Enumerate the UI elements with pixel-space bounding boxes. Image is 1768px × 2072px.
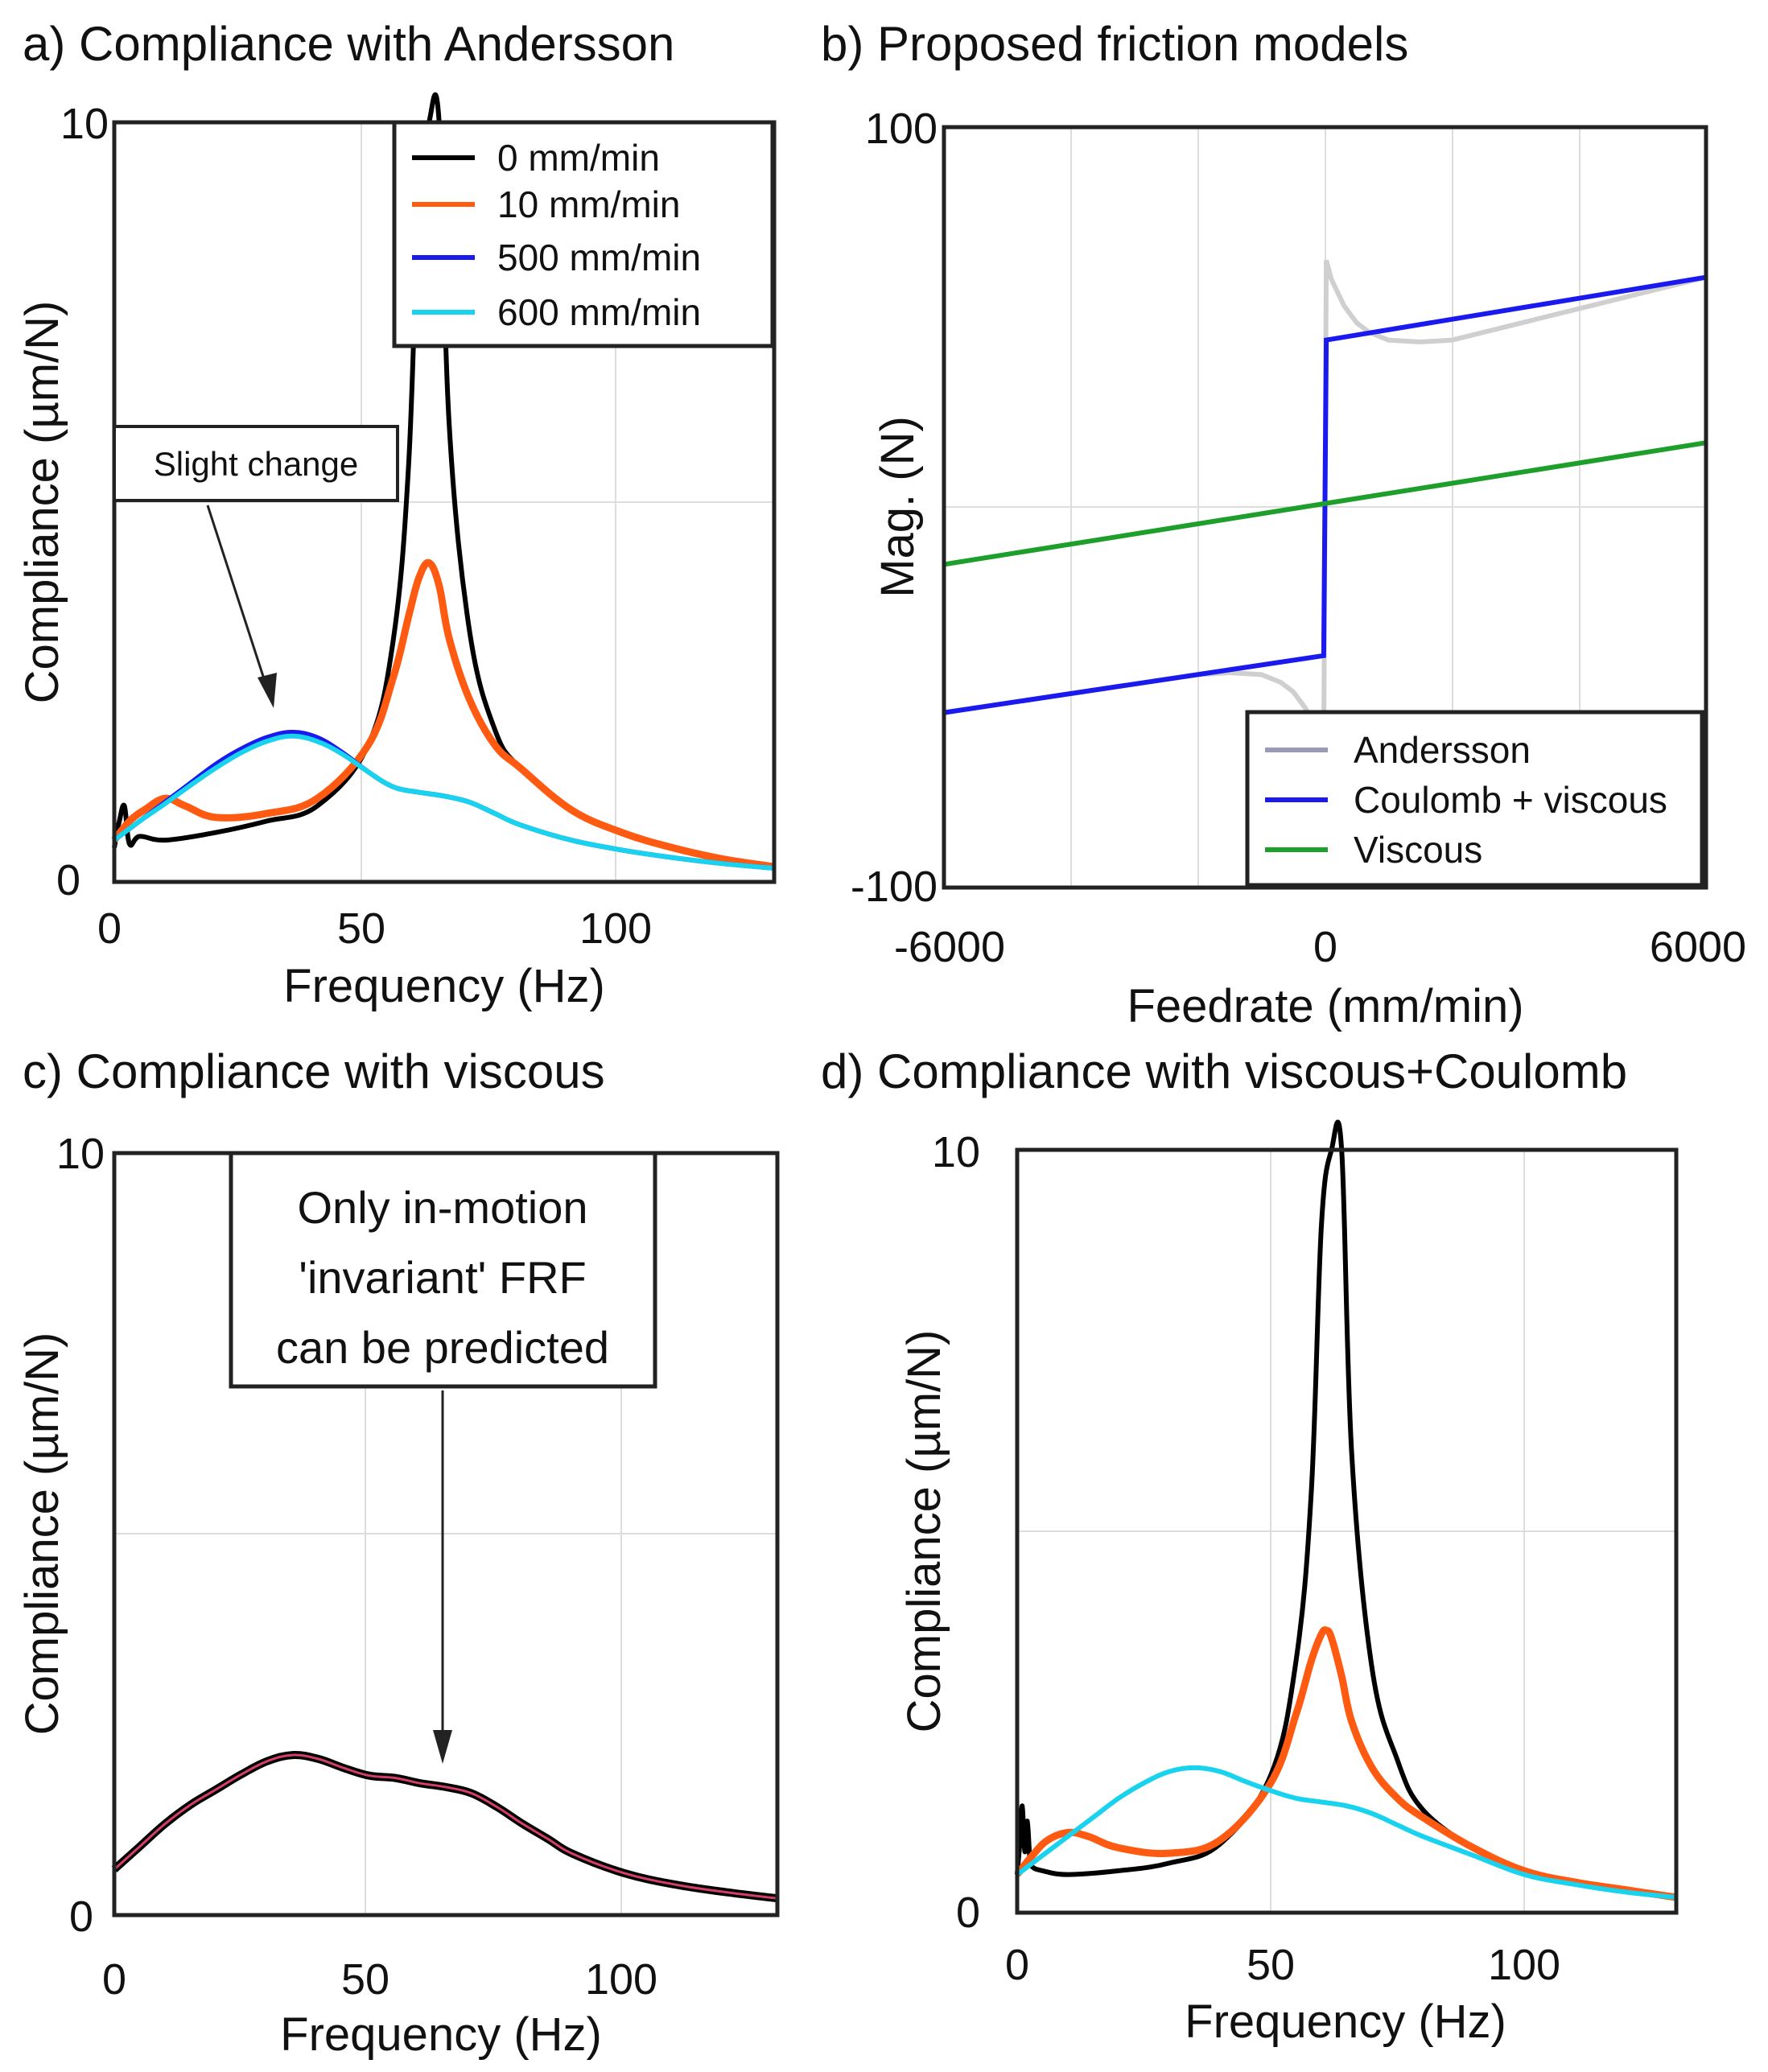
x-axis-label: Frequency (Hz) — [283, 960, 605, 1012]
panel-b-title: b) Proposed friction models — [821, 17, 1408, 71]
ytick-label: 0 — [956, 1889, 980, 1937]
legend-entry: 600 mm/min — [497, 291, 701, 333]
legend-entry: 10 mm/min — [497, 183, 680, 225]
xtick-label: 50 — [1247, 1941, 1295, 1989]
x-axis-label: Frequency (Hz) — [1185, 1996, 1506, 2048]
annotation-text: Only in-motion — [297, 1182, 587, 1233]
series-line-d-0 — [1015, 1119, 1677, 1900]
series-line-d-1 — [1014, 1626, 1677, 1901]
panel-c-title: c) Compliance with viscous — [23, 1044, 605, 1098]
legend-entry: Coulomb + viscous — [1354, 779, 1667, 821]
xtick-label: 50 — [341, 1955, 389, 2004]
xtick-label: 0 — [1313, 923, 1337, 971]
y-axis-label: Compliance (µm/N) — [16, 301, 68, 704]
y-axis-label: Compliance (µm/N) — [16, 1333, 68, 1736]
xtick-label: 0 — [97, 904, 122, 953]
series-line-c-1 — [113, 1753, 778, 1900]
series-line-a-3 — [113, 733, 775, 871]
series-line-d-2 — [1016, 1765, 1677, 1900]
ytick-label: 10 — [60, 100, 109, 148]
annotation-arrow — [206, 505, 270, 694]
x-axis-label: Feedrate (mm/min) — [1127, 980, 1523, 1032]
ytick-label: 10 — [932, 1128, 980, 1176]
legend-entry: Andersson — [1354, 729, 1531, 771]
ytick-label: 0 — [69, 1893, 93, 1941]
annotation-text: Slight change — [154, 445, 359, 483]
arrow-head — [433, 1730, 452, 1764]
xtick-label: 6000 — [1650, 923, 1746, 971]
ytick-label: -100 — [851, 863, 938, 911]
plot-area-c — [111, 1751, 778, 1903]
arrow-head — [258, 673, 277, 708]
y-axis-label: Compliance (µm/N) — [898, 1330, 950, 1733]
panel-d: d) Compliance with viscous+Coulomb 10 0 … — [821, 1044, 1679, 2048]
axes-frame-d — [1015, 1147, 1679, 1915]
panel-a: a) Compliance with Andersson 10 0 0 50 1… — [16, 17, 777, 1012]
y-axis-label: Mag. (N) — [872, 416, 924, 598]
panel-d-title: d) Compliance with viscous+Coulomb — [821, 1044, 1627, 1098]
ytick-label: 0 — [56, 856, 80, 904]
legend-entry: 0 mm/min — [497, 137, 660, 179]
xtick-label: 100 — [1488, 1941, 1560, 1989]
panel-c: c) Compliance with viscous 10 0 0 50 100… — [16, 1044, 780, 2061]
annotation-box — [113, 425, 399, 502]
panel-b: b) Proposed friction models 100 -100 -60… — [821, 17, 1746, 1032]
axes-frame-b — [942, 125, 1708, 890]
series-line-a-1 — [111, 558, 775, 871]
annotation-text: can be predicted — [276, 1322, 609, 1373]
series-line-c-0 — [111, 1751, 778, 1903]
series-line-b-1 — [943, 274, 1707, 715]
legend-b: Andersson Coulomb + viscous Viscous — [1245, 710, 1704, 888]
ytick-label: 100 — [865, 105, 938, 153]
ytick-label: 10 — [56, 1130, 105, 1178]
legend-a: 0 mm/min 10 mm/min 500 mm/min 600 mm/min — [392, 120, 775, 348]
annotation-a: Slight change — [113, 425, 399, 708]
annotation-text: 'invariant' FRF — [299, 1252, 586, 1303]
annotation-c: Only in-motion 'invariant' FRF can be pr… — [229, 1151, 657, 1764]
xtick-label: 100 — [579, 904, 652, 953]
panel-a-title: a) Compliance with Andersson — [23, 17, 674, 71]
series-line-b-2 — [943, 440, 1707, 567]
plot-area-b — [943, 259, 1707, 756]
xtick-label: 0 — [1005, 1941, 1029, 1989]
legend-entry: 500 mm/min — [497, 237, 701, 278]
legend-entry: Viscous — [1354, 829, 1482, 871]
xtick-label: 0 — [102, 1955, 126, 2004]
xtick-label: 50 — [337, 904, 385, 953]
x-axis-label: Frequency (Hz) — [280, 2008, 602, 2061]
xtick-label: -6000 — [894, 923, 1005, 971]
annotation-box — [229, 1151, 657, 1389]
xtick-label: 100 — [585, 1955, 657, 2004]
plot-area-d — [1014, 1119, 1677, 1901]
